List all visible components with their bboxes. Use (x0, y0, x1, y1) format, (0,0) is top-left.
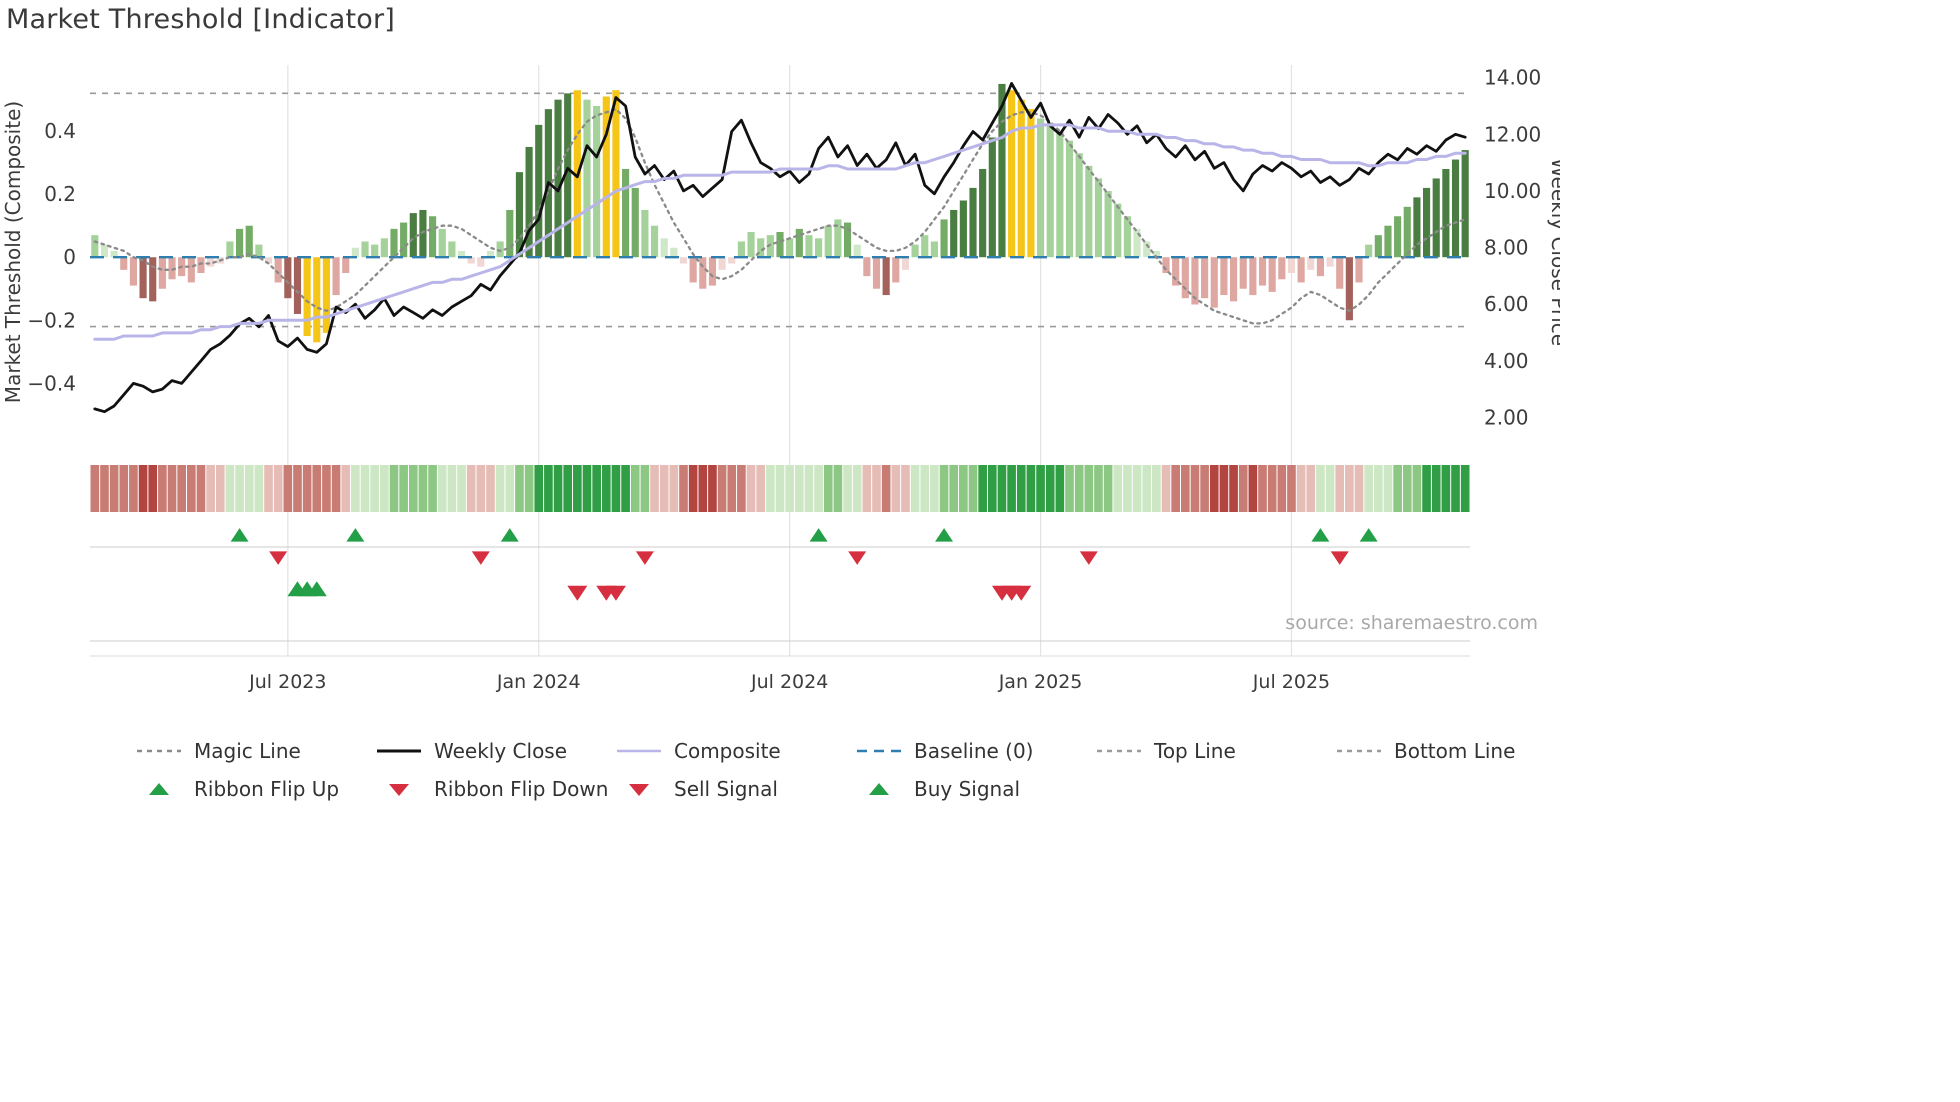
sell-signal-icon (567, 585, 588, 601)
line-swatch-icon (137, 749, 181, 753)
ribbon-flip-up-icon (1311, 528, 1330, 542)
axis-labels: 0.4 0.2 0 −0.2 −0.4 14.00 12.00 10.00 8.00 6.00 4.… (1, 66, 1560, 693)
legend-label: Ribbon Flip Down (434, 777, 609, 801)
svg-text:Jan 2025: Jan 2025 (998, 671, 1083, 693)
legend-label: Magic Line (194, 739, 301, 763)
sell-signal-icon (605, 585, 626, 601)
svg-text:Jul 2023: Jul 2023 (248, 671, 326, 693)
svg-text:Jul 2024: Jul 2024 (750, 671, 828, 693)
svg-text:10.00: 10.00 (1484, 179, 1541, 203)
line-swatch-icon (857, 749, 901, 753)
legend-row-markers: Ribbon Flip Up Ribbon Flip Down Sell Signa… (135, 770, 1575, 808)
svg-text:−0.4: −0.4 (27, 371, 76, 395)
legend-item-buy-signal: Buy Signal (855, 777, 1095, 801)
svg-text:14.00: 14.00 (1484, 66, 1541, 90)
legend-label: Bottom Line (1394, 739, 1516, 763)
gridlines (287, 65, 1293, 656)
ribbon-flip-down-icon (1330, 551, 1349, 565)
svg-text:2.00: 2.00 (1484, 405, 1529, 429)
page-title: Market Threshold [Indicator] (6, 4, 396, 35)
svg-text:0.2: 0.2 (44, 182, 76, 206)
weekly-close-line (93, 82, 1467, 414)
svg-text:0.4: 0.4 (44, 119, 76, 143)
legend-item-weekly-close: Weekly Close (375, 739, 615, 763)
line-swatch-icon (1337, 749, 1381, 753)
svg-text:8.00: 8.00 (1484, 236, 1529, 260)
svg-text:Jan 2024: Jan 2024 (496, 671, 581, 693)
legend-label: Composite (674, 739, 781, 763)
ribbon-flip-down-icon (635, 551, 654, 565)
legend-label: Sell Signal (674, 777, 778, 801)
legend-item-baseline-0: Baseline (0) (855, 739, 1095, 763)
ribbon-flip-down-icon (848, 551, 867, 565)
ribbon-flip-up-icon (809, 528, 828, 542)
source-credit: source: sharemaestro.com (1285, 612, 1538, 634)
ribbon-flip-up-icon (1359, 528, 1378, 542)
ribbon-flip-down-icon (471, 551, 490, 565)
market-threshold-chart: 0.4 0.2 0 −0.2 −0.4 14.00 12.00 10.00 8.00 6.00 4.… (1, 65, 1560, 693)
down-triangle-icon (389, 784, 409, 796)
ribbon-flip-down-icon (269, 551, 288, 565)
svg-text:Weekly Close Price: Weekly Close Price (1547, 158, 1560, 346)
legend-item-composite: Composite (615, 739, 855, 763)
line-swatch-icon (1097, 749, 1141, 753)
svg-text:Jul 2025: Jul 2025 (1252, 671, 1330, 693)
up-triangle-icon (149, 783, 169, 795)
legend-item-magic-line: Magic Line (135, 739, 375, 763)
signal-markers (90, 528, 1470, 657)
legend-label: Weekly Close (434, 739, 568, 763)
svg-text:Market Threshold (Composite): Market Threshold (Composite) (1, 101, 25, 403)
ribbon-flip-up-icon (935, 528, 954, 542)
legend-label: Buy Signal (914, 777, 1021, 801)
legend: Magic Line Weekly Close Composite Baseline … (135, 732, 1575, 808)
legend-item-top-line: Top Line (1095, 739, 1335, 763)
legend-item-ribbon-flip-down: Ribbon Flip Down (375, 777, 615, 801)
line-swatch-icon (617, 749, 661, 753)
legend-label: Baseline (0) (914, 739, 1034, 763)
down-triangle-icon (629, 784, 649, 796)
svg-text:0: 0 (63, 245, 76, 269)
ribbon-flip-up-icon (230, 528, 249, 542)
svg-text:4.00: 4.00 (1484, 349, 1529, 373)
legend-label: Top Line (1154, 739, 1236, 763)
buy-signal-icon (306, 581, 327, 597)
legend-label: Ribbon Flip Up (194, 777, 340, 801)
svg-text:12.00: 12.00 (1484, 122, 1541, 146)
legend-item-bottom-line: Bottom Line (1335, 739, 1575, 763)
ribbon-flip-down-icon (1079, 551, 1098, 565)
ribbon-strip (90, 465, 1470, 512)
ribbon-flip-up-icon (346, 528, 365, 542)
legend-row-lines: Magic Line Weekly Close Composite Baseline … (135, 732, 1575, 770)
legend-item-ribbon-flip-up: Ribbon Flip Up (135, 777, 375, 801)
threshold-bars (91, 83, 1469, 343)
up-triangle-icon (869, 783, 889, 795)
ribbon-flip-up-icon (500, 528, 519, 542)
composite-line (93, 123, 1467, 341)
magic-line-line (93, 107, 1467, 325)
svg-text:6.00: 6.00 (1484, 292, 1529, 316)
legend-item-sell-signal: Sell Signal (615, 777, 855, 801)
sell-signal-icon (1011, 585, 1032, 601)
svg-text:−0.2: −0.2 (27, 308, 76, 332)
line-swatch-icon (377, 749, 421, 753)
